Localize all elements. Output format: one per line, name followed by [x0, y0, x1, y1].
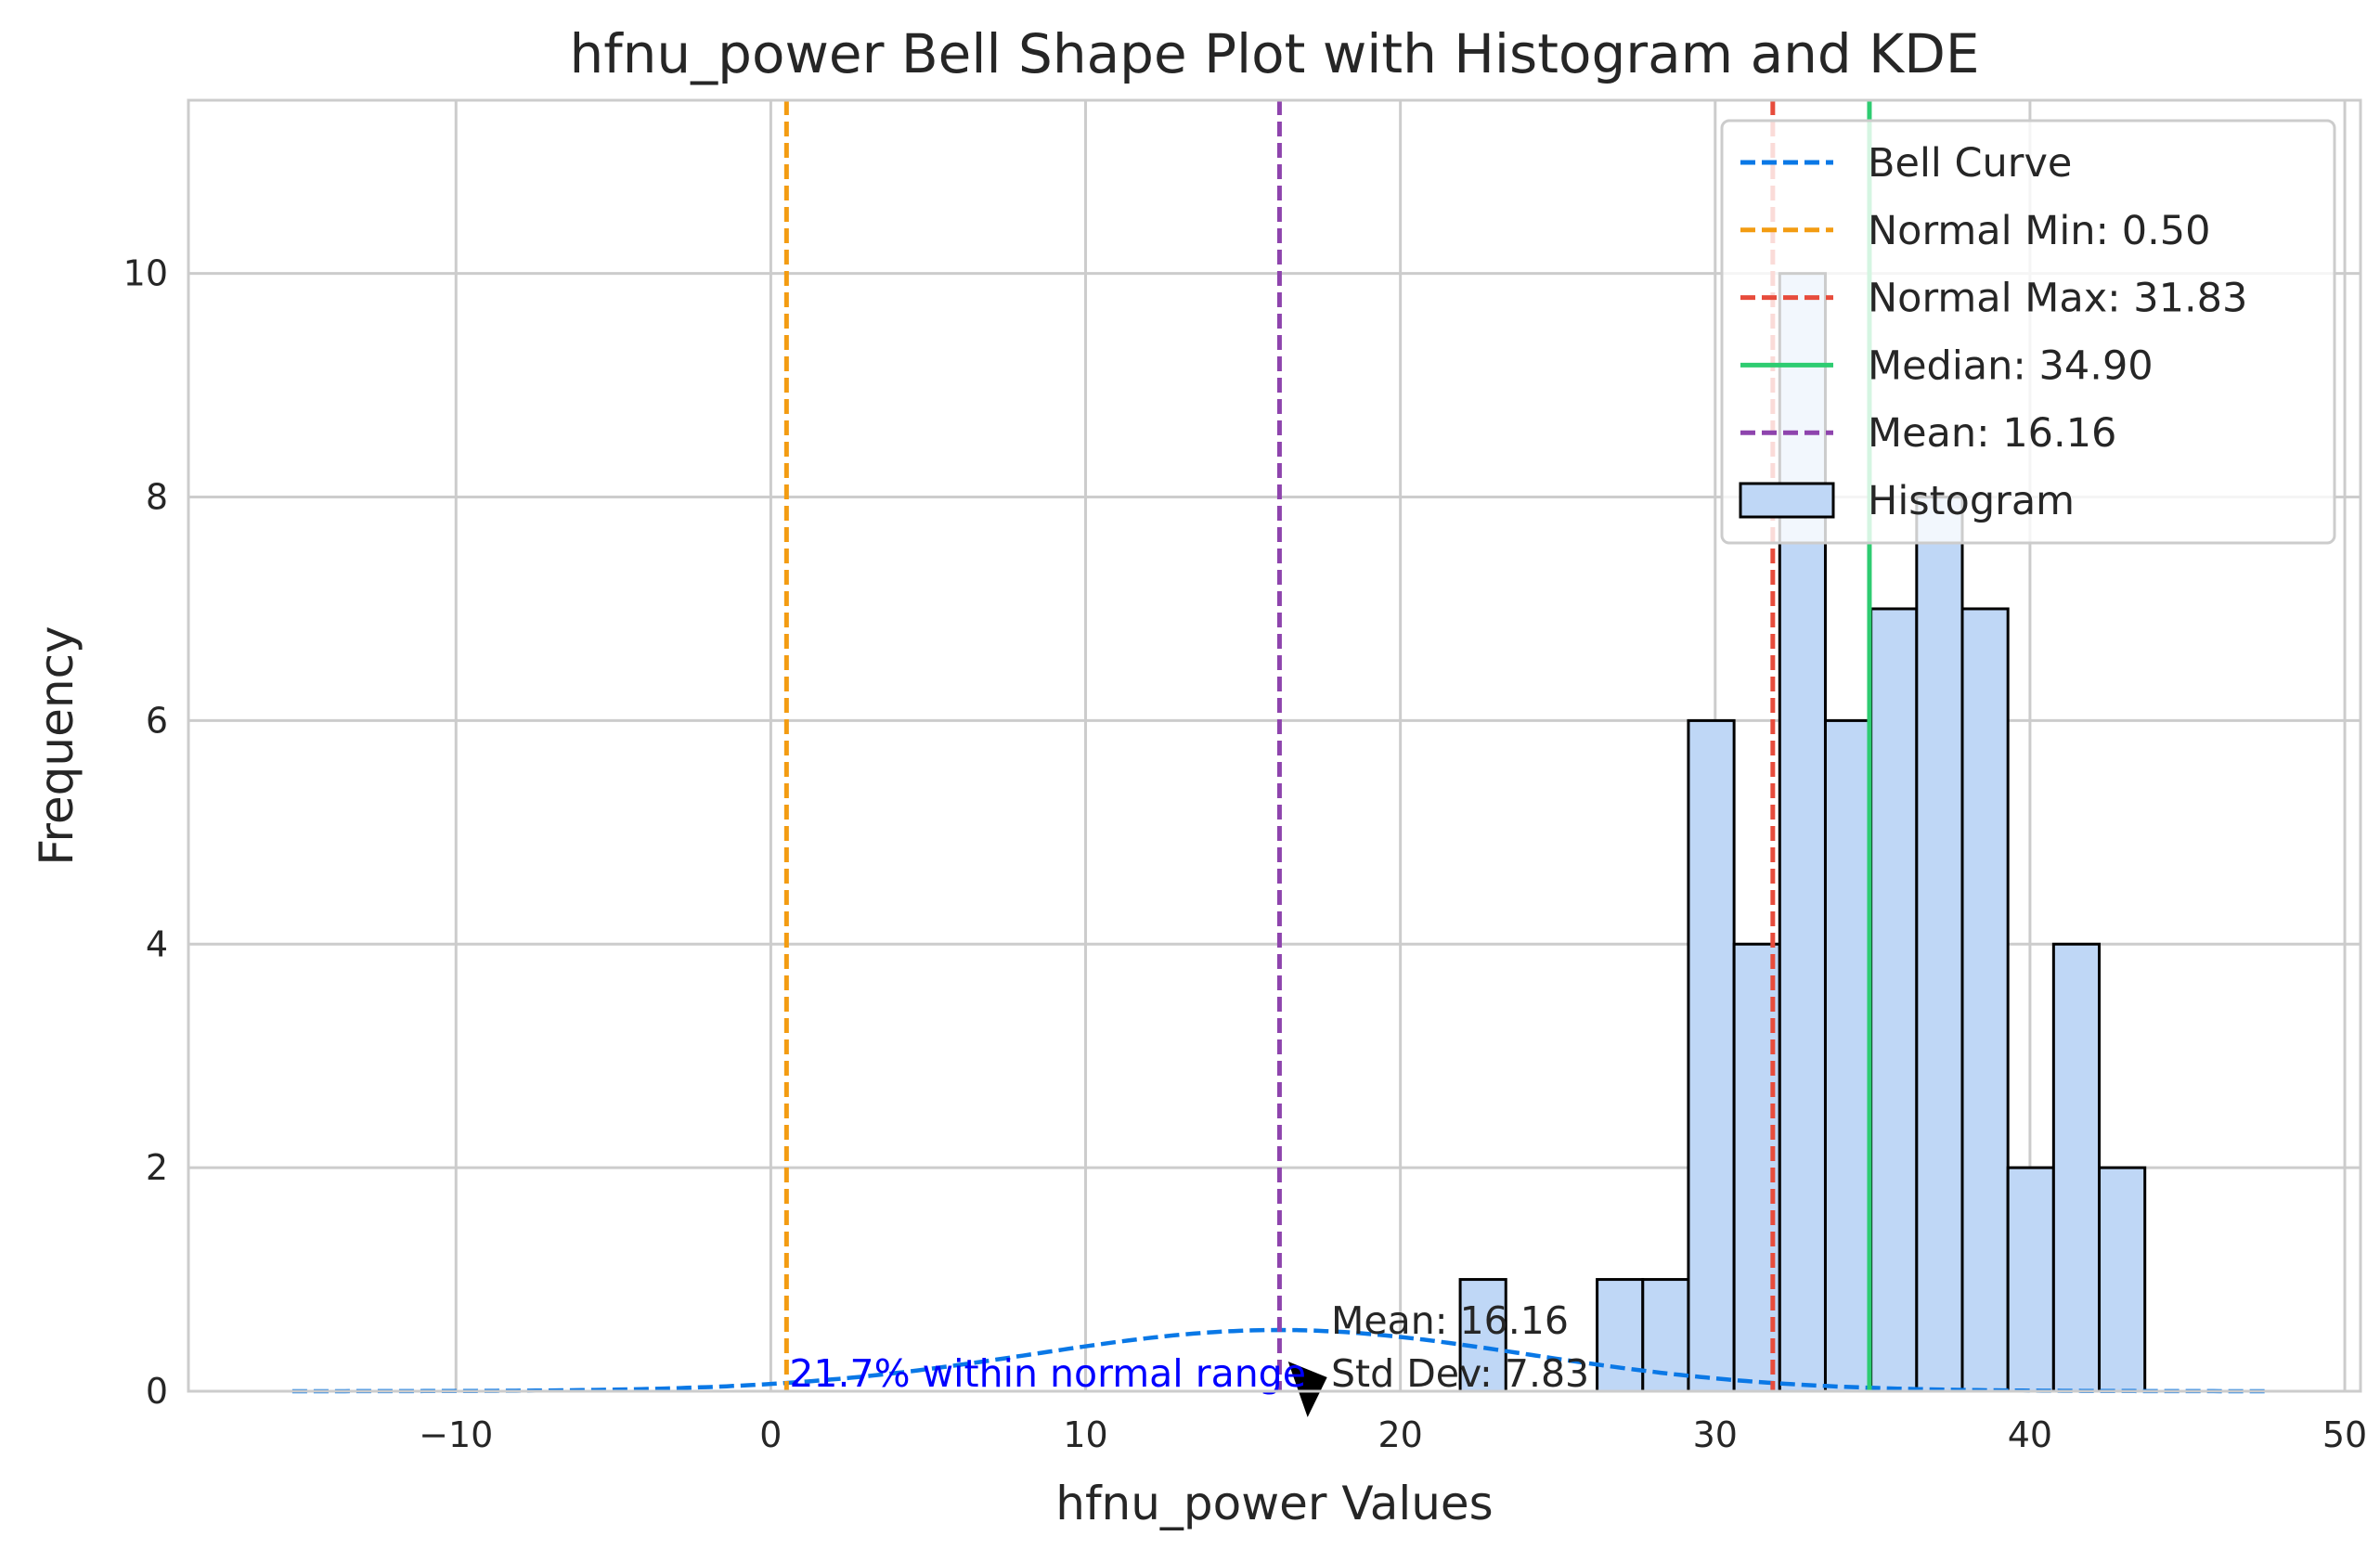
- x-tick-label: −10: [419, 1414, 493, 1455]
- histogram-bar: [1915, 496, 1964, 1393]
- annotations: Mean: 16.16 Std Dev: 7.83 21.7% within nor…: [789, 1298, 1589, 1417]
- histogram-bar: [2098, 1166, 2147, 1393]
- stats-mean-label: Mean: 16.16: [1331, 1298, 1569, 1343]
- histogram-bar: [1960, 607, 2010, 1393]
- histogram-bar: [2006, 1166, 2055, 1393]
- x-tick-label: 50: [2322, 1414, 2367, 1455]
- legend-label: Normal Max: 31.83: [1868, 276, 2247, 322]
- y-tick-label: 10: [123, 253, 168, 294]
- legend-label: Normal Min: 0.50: [1868, 208, 2210, 254]
- stats-std-label: Std Dev: 7.83: [1331, 1351, 1589, 1396]
- within-range-label: 21.7% within normal range: [789, 1351, 1306, 1396]
- legend-swatch: [1739, 482, 1835, 519]
- y-axis-title: Frequency: [30, 626, 84, 865]
- histogram-bar: [1687, 718, 1736, 1393]
- chart-title: hfnu_power Bell Shape Plot with Histogra…: [569, 22, 1979, 85]
- legend-label: Histogram: [1868, 478, 2075, 524]
- x-tick-label: 30: [1693, 1414, 1738, 1455]
- histogram-bar: [1823, 718, 1873, 1393]
- legend-label: Mean: 16.16: [1868, 410, 2116, 457]
- x-tick-label: 10: [1063, 1414, 1107, 1455]
- y-tick-label: 6: [146, 700, 168, 741]
- tick-labels: −10 0 10 20 30 40 50 0 2 4 6 8 10: [123, 253, 2368, 1455]
- arrow-head-icon: [1287, 1362, 1327, 1417]
- x-tick-label: 20: [1378, 1414, 1422, 1455]
- x-axis-title: hfnu_power Values: [1055, 1477, 1493, 1530]
- y-tick-label: 0: [146, 1371, 168, 1412]
- histogram-bar: [2051, 942, 2102, 1393]
- legend: Bell Curve Normal Min: 0.50 Normal Max: 31…: [1720, 119, 2336, 545]
- x-tick-label: 40: [2008, 1414, 2052, 1455]
- legend-label: Bell Curve: [1868, 140, 2072, 187]
- y-tick-label: 2: [146, 1147, 168, 1188]
- legend-box: [1720, 119, 2336, 545]
- plot-frame: [187, 98, 2362, 1393]
- y-tick-label: 4: [146, 923, 168, 964]
- x-tick-label: 0: [759, 1414, 782, 1455]
- histogram-bar: [1869, 607, 1919, 1393]
- histogram-bar: [1596, 1278, 1645, 1393]
- legend-label: Median: 34.90: [1868, 342, 2154, 389]
- y-tick-label: 8: [146, 477, 168, 518]
